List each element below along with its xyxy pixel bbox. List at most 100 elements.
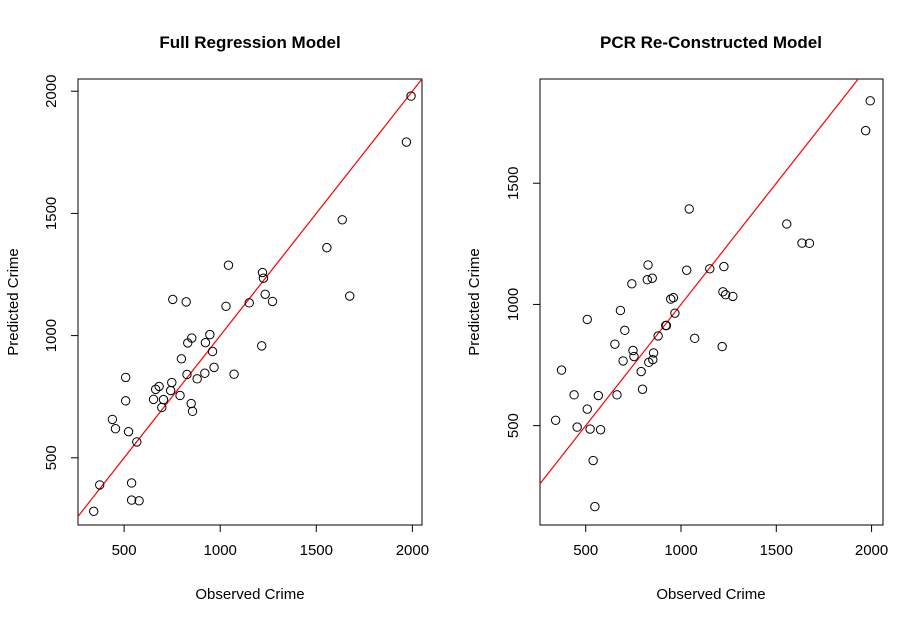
scatter-point [582,404,592,414]
scatter-point [167,377,177,388]
scatter-point [572,422,582,432]
x-axis-label: Observed Crime [656,586,765,603]
scatter-point [221,301,231,311]
scatter-point [168,294,178,305]
scatter-point [200,337,211,348]
scatter-point [120,396,131,406]
scatter-point [223,260,234,270]
scatter-point [95,480,105,490]
y-tick-label: 1000 [43,319,60,352]
scatter-point [618,356,628,366]
scatter-point [636,366,646,377]
scatter-point [717,341,727,352]
scatter-point [590,501,600,512]
y-tick-label: 500 [505,413,522,438]
scatter-point [569,390,579,400]
scatter-point [258,273,269,283]
x-tick-label: 1500 [760,542,793,559]
scatter-point [585,424,595,434]
chart-title: PCR Re-Constructed Model [600,33,822,52]
data-points [89,91,416,517]
scatter-point [728,291,738,302]
scatter-point [267,296,278,307]
scatter-point [595,425,606,435]
y-axis-label: Predicted Crime [5,248,22,356]
scatter-point [666,294,676,304]
scatter-point [165,385,176,396]
scatter-point [719,261,729,272]
scatter-point [260,289,270,300]
scatter-point [176,354,187,364]
scatter-point [860,125,871,136]
scatter-point [627,279,637,289]
full-regression-panel: Full Regression Model 500 1000 1500 2000 50… [5,33,429,603]
scatter-point [182,369,192,380]
scatter-point [556,365,567,375]
scatter-point [187,333,197,343]
scatter-point [593,390,604,401]
scatter-point [648,348,659,358]
scatter-point [181,297,191,307]
scatter-point [620,325,630,336]
x-tick-label: 1000 [204,542,237,559]
chart-title: Full Regression Model [159,33,340,52]
scatter-point [257,341,267,351]
scatter-point [154,381,164,392]
scatter-point [175,390,185,401]
y-tick-label: 500 [43,445,60,470]
pcr-panel: PCR Re-Constructed Model 500 1000 1500 2000… [466,33,888,603]
scatter-point [257,267,268,278]
scatter-point [653,331,663,341]
x-tick-label: 500 [573,542,598,559]
scatter-point [628,345,638,356]
scatter-point [123,426,134,437]
x-tick-label: 2000 [855,542,888,559]
scatter-point [643,260,653,270]
scatter-point [110,424,121,434]
scatter-point [126,495,137,505]
y-tick-label: 1500 [43,197,60,230]
scatter-point [642,275,652,285]
scatter-point [134,496,144,506]
scatter-point [209,362,219,373]
reference-line-y-equals-x [539,78,859,485]
scatter-point [205,329,215,340]
scatter-point [401,137,412,147]
scatter-point [804,238,815,249]
scatter-point [229,369,239,379]
x-tick-label: 500 [112,542,137,559]
scatter-point [797,238,807,248]
scatter-point [150,384,161,395]
scatter-point [668,292,679,303]
y-tick-label: 1000 [505,288,522,321]
scatter-point [322,242,332,253]
scatter-point [148,394,159,405]
scatter-point [670,308,680,318]
scatter-point [690,333,700,344]
scatter-point [615,305,626,316]
scatter-point [406,91,416,101]
reference-line [539,78,859,485]
x-tick-label: 2000 [396,542,429,559]
plot-frame [77,78,423,526]
y-tick-label: 2000 [43,75,60,108]
scatter-point [132,437,142,447]
x-axis: 500 1000 1500 2000 [112,524,429,559]
x-axis-label: Observed Crime [195,586,304,603]
scatter-point [647,273,657,283]
scatter-point [718,287,728,297]
scatter-point [550,415,561,425]
reference-line [77,78,423,517]
plot-frame [539,78,884,526]
y-tick-label: 1500 [505,167,522,200]
scatter-point [207,346,218,357]
y-axis: 500 1000 1500 [505,167,541,438]
scatter-point [244,298,254,308]
scatter-point [610,339,620,349]
data-points [550,96,875,512]
scatter-point [648,354,658,365]
scatter-point [637,384,648,394]
scatter-point [200,368,210,378]
scatter-point [720,290,731,300]
